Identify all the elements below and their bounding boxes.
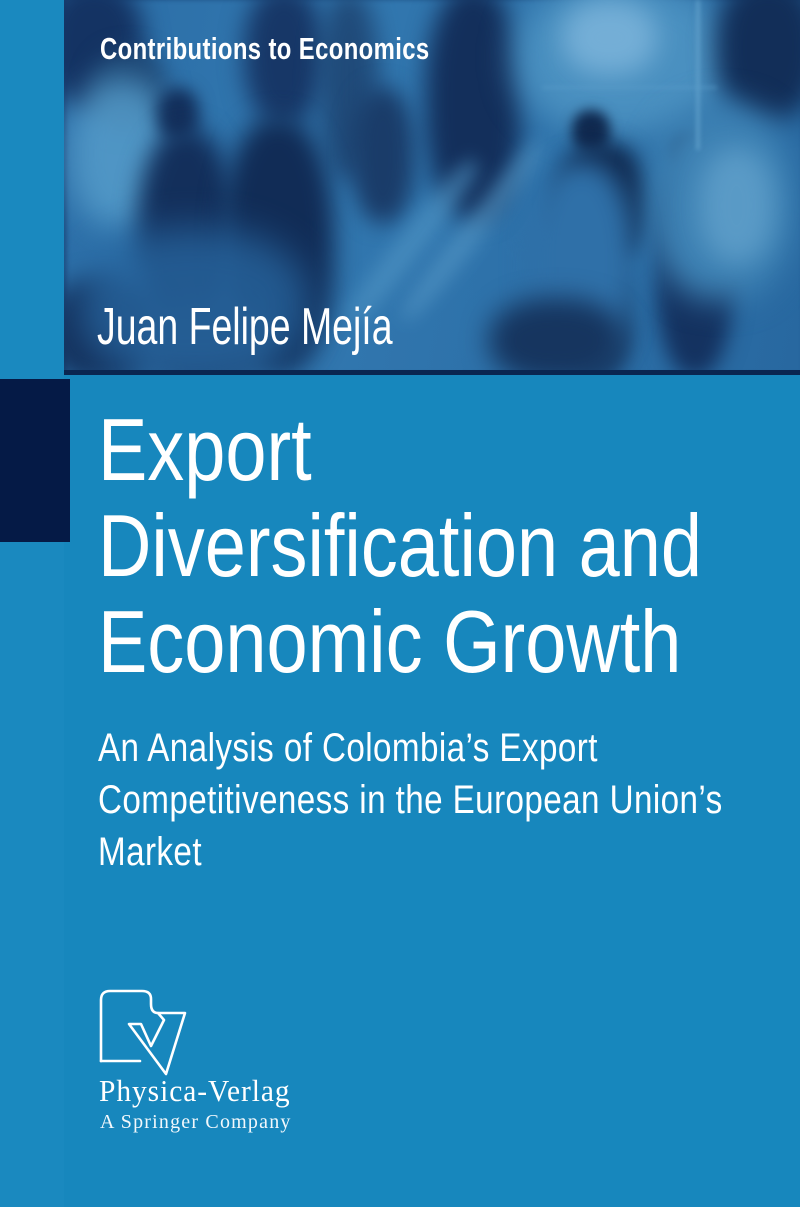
crowd-shape	[716, 0, 800, 120]
crowd-shape	[562, 0, 657, 75]
title-line: Economic Growth	[98, 592, 682, 691]
light-streak	[542, 86, 717, 89]
title-line: Diversification and	[98, 496, 702, 595]
publisher-name: Physica-Verlag	[99, 1073, 291, 1108]
crowd-shape	[79, 228, 309, 374]
publisher-tagline: A Springer Company	[100, 1111, 292, 1133]
crowd-shape	[244, 0, 324, 125]
subtitle-line: Competitiveness in the European Union’s	[98, 778, 723, 822]
series-color-block	[0, 379, 70, 542]
author-name: Juan Felipe Mejía	[97, 298, 393, 356]
crowd-shape	[699, 148, 774, 263]
book-title: Export Diversification and Economic Grow…	[98, 402, 702, 690]
crowd-photo: Contributions to Economics Juan Felipe M…	[64, 0, 800, 374]
title-line: Export	[98, 400, 312, 499]
subtitle-line: An Analysis of Colombia’s Export	[98, 726, 598, 770]
subtitle-line: Market	[98, 830, 202, 874]
physica-pv-logo-icon	[99, 989, 187, 1076]
series-title: Contributions to Economics	[100, 31, 430, 66]
light-streak	[696, 0, 700, 150]
book-subtitle: An Analysis of Colombia’s Export Competi…	[98, 722, 723, 878]
crowd-shape	[352, 88, 414, 223]
crowd-shape	[489, 298, 624, 374]
photo-divider	[64, 370, 800, 375]
spine-strip	[0, 0, 64, 1207]
